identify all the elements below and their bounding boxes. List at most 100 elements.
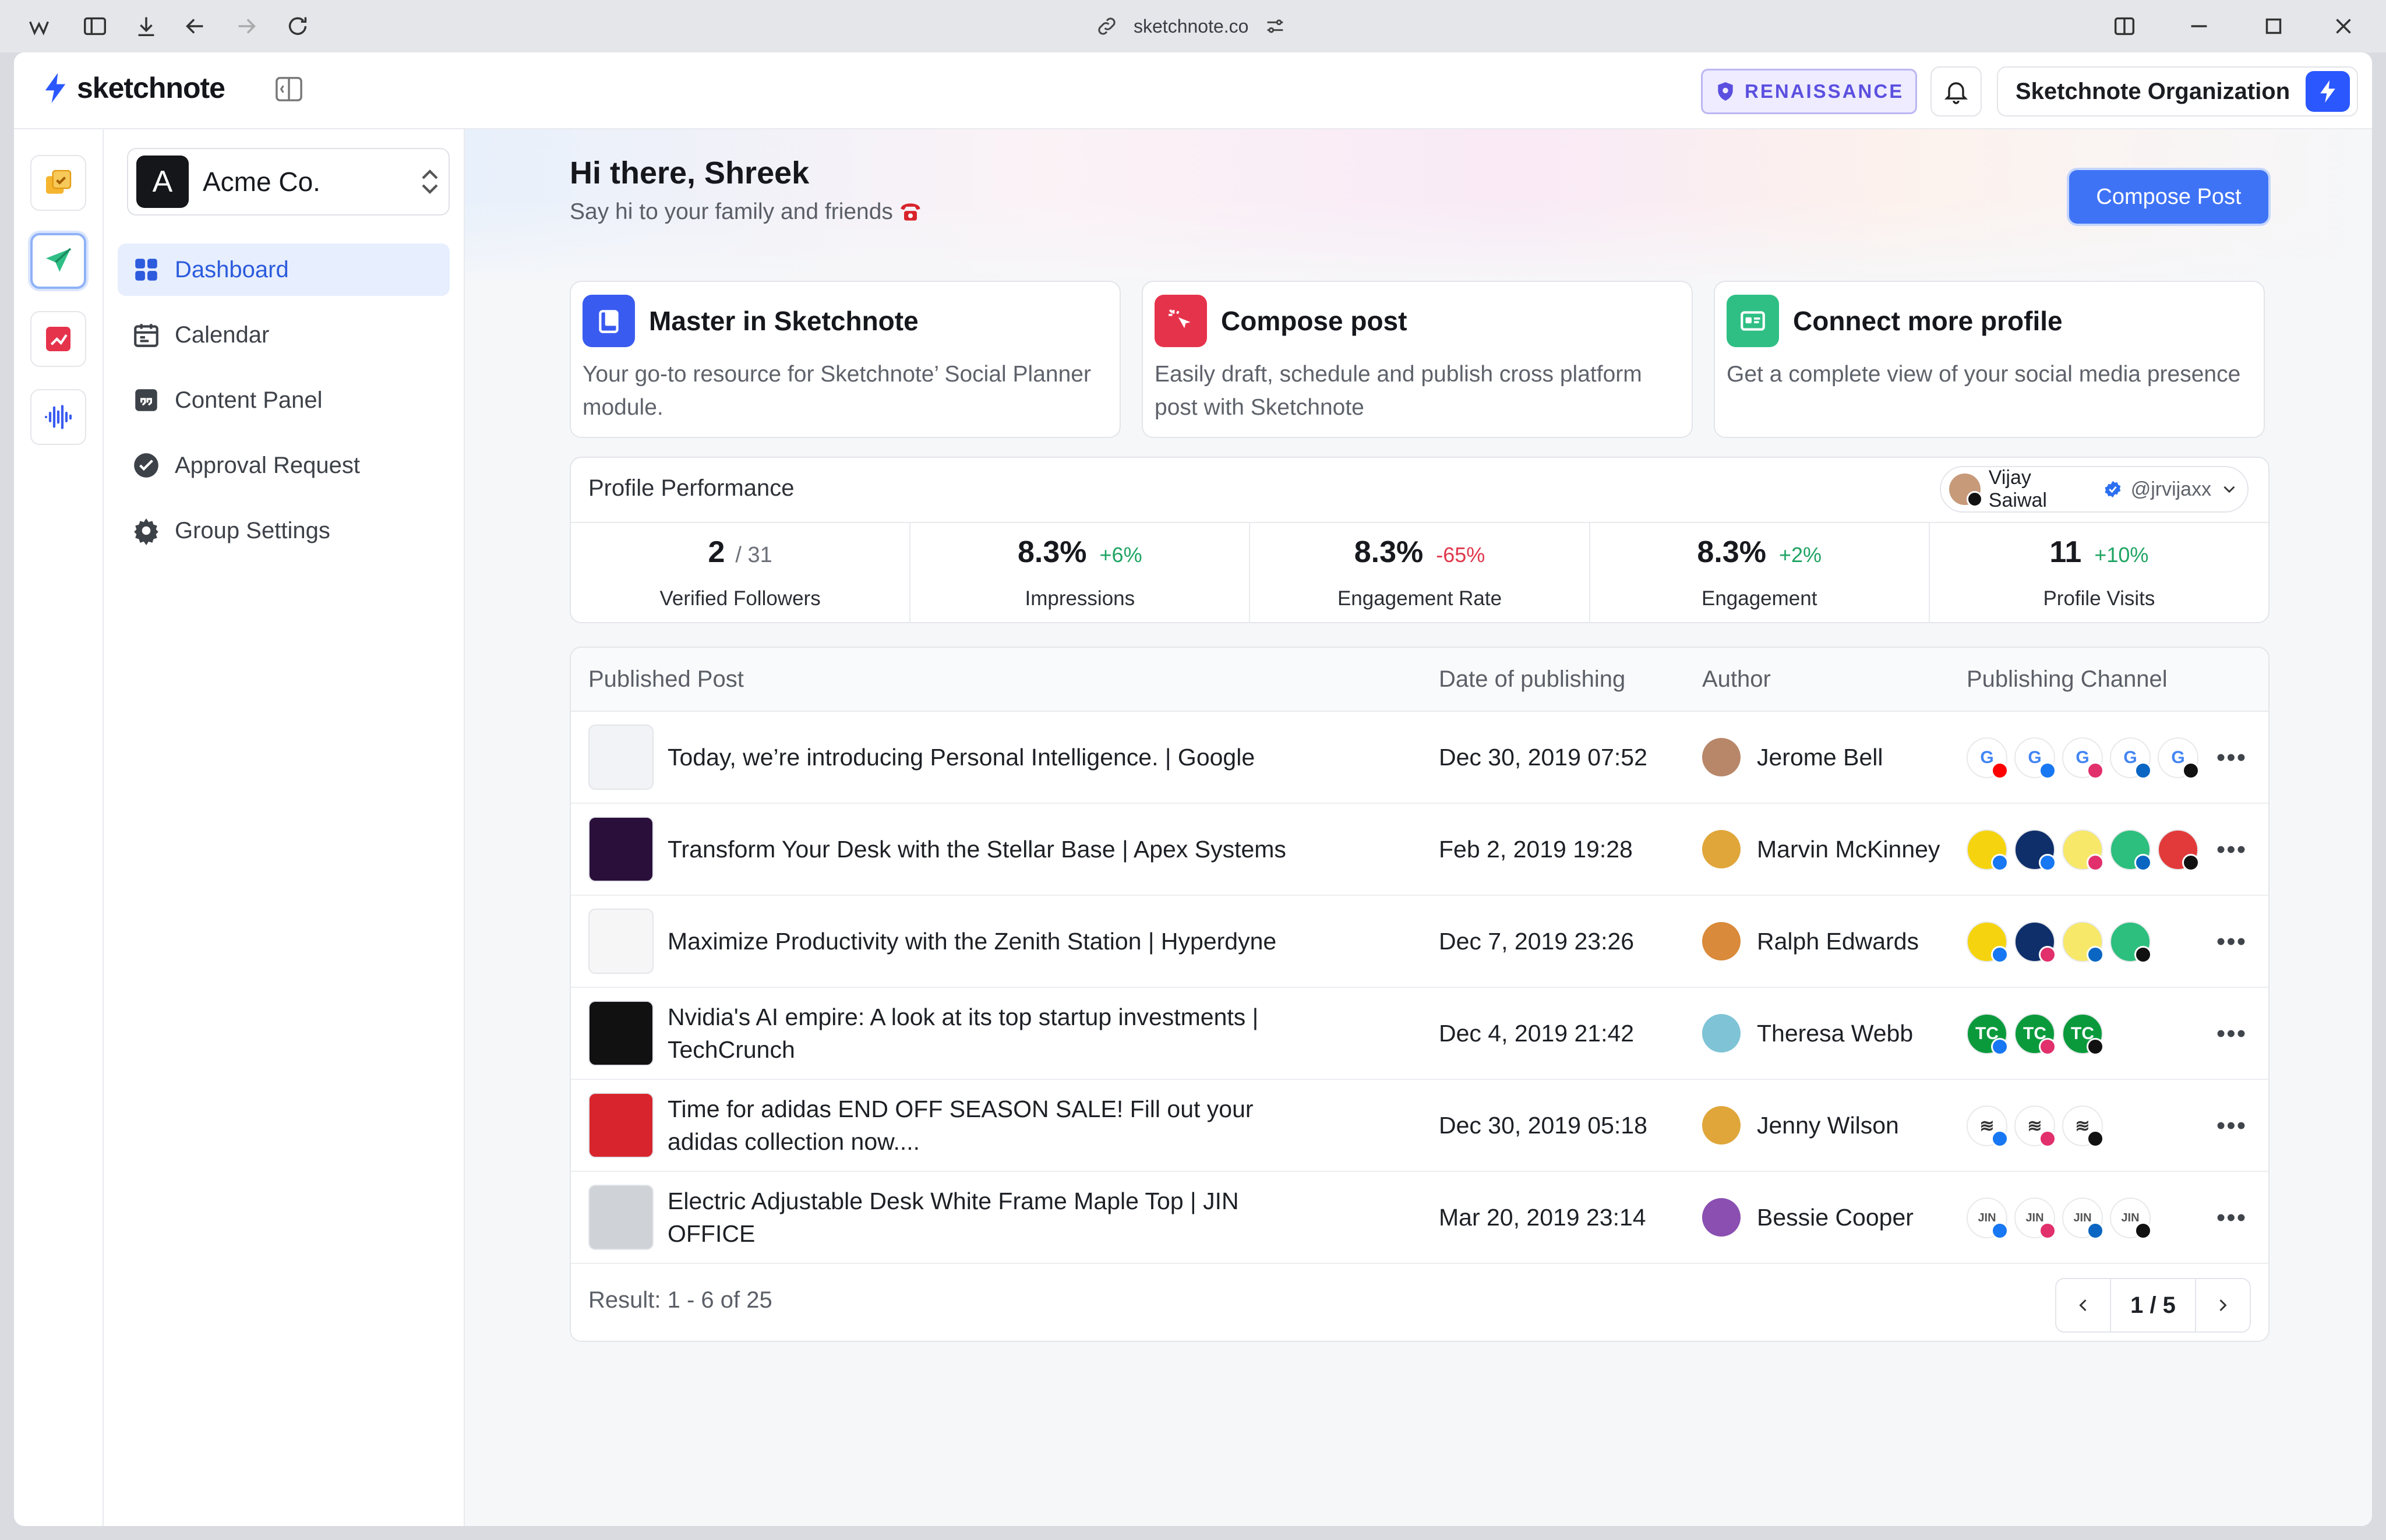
browser-logo-icon[interactable] [26,13,52,40]
channel-account-avatar[interactable] [2014,829,2056,871]
rail-social-planner-button[interactable] [30,233,86,289]
stat-label: Engagement [1701,587,1817,610]
card-title: Master in Sketchnote [649,306,919,336]
post-title[interactable]: Maximize Productivity with the Zenith St… [668,928,1277,955]
post-thumbnail[interactable] [588,1185,654,1250]
reload-icon[interactable] [284,13,311,40]
channel-account-avatar[interactable]: G [2158,737,2200,779]
more-options-icon[interactable]: ••• [2216,1019,2247,1048]
post-thumbnail[interactable] [588,1001,654,1066]
address-bar[interactable]: sketchnote.co [1095,10,1287,42]
post-title[interactable]: Nvidia's AI empire: A look at its top st… [668,1004,1259,1063]
nav-item-calendar[interactable]: Calendar [118,309,450,361]
channel-account-avatar[interactable] [2110,921,2152,963]
publishing-channels [1967,829,2200,871]
cursor-click-icon [1155,295,1207,347]
app-header: sketchnote RENAISSANCE Sketchnote Organi… [14,52,2372,129]
stat-value: 8.3% [1697,535,1766,569]
prev-page-button[interactable] [2056,1279,2110,1331]
column-header-date[interactable]: Date of publishing [1439,666,1626,692]
more-options-icon[interactable]: ••• [2216,835,2247,864]
channel-account-avatar[interactable]: ≋ [2062,1105,2104,1147]
channel-account-avatar[interactable]: JIN [1967,1198,2009,1239]
table-row[interactable]: Electric Adjustable Desk White Frame Map… [571,1172,2268,1264]
channel-account-avatar[interactable]: G [2014,737,2056,779]
channel-account-avatar[interactable]: G [2062,737,2104,779]
channel-account-avatar[interactable] [2062,921,2104,963]
post-thumbnail[interactable] [588,817,654,882]
post-thumbnail[interactable] [588,725,654,790]
more-options-icon[interactable]: ••• [2216,1203,2247,1232]
nav-item-group-settings[interactable]: Group Settings [118,504,450,557]
table-row[interactable]: Maximize Productivity with the Zenith St… [571,896,2268,988]
nav-item-dashboard[interactable]: Dashboard [118,243,450,296]
column-header-author[interactable]: Author [1702,666,1771,692]
card-master-sketchnote[interactable]: Master in Sketchnote Your go-to resource… [570,281,1121,438]
post-thumbnail[interactable] [588,909,654,974]
back-icon[interactable] [182,13,209,40]
collapse-sidebar-icon[interactable] [274,76,304,103]
channel-account-avatar[interactable] [2014,921,2056,963]
minimize-icon[interactable] [2186,13,2212,40]
channel-account-avatar[interactable]: G [2110,737,2152,779]
brand-logo[interactable]: sketchnote [42,71,225,105]
publishing-channels: TC TC TC [1967,1013,2104,1055]
channel-account-avatar[interactable]: ≋ [1967,1105,2009,1147]
maximize-icon[interactable] [2260,13,2287,40]
close-window-icon[interactable] [2330,13,2357,40]
channel-brand-text: ≋ [2027,1116,2042,1136]
post-thumbnail[interactable] [588,1093,654,1158]
channel-account-avatar[interactable] [1967,921,2009,963]
rail-analytics-button[interactable] [30,311,86,367]
card-compose-post[interactable]: Compose post Easily draft, schedule and … [1142,281,1693,438]
more-options-icon[interactable]: ••• [2216,743,2247,772]
table-row[interactable]: Today, we’re introducing Personal Intell… [571,712,2268,804]
nav-item-approval-request[interactable]: Approval Request [118,439,450,492]
compose-post-button[interactable]: Compose Post [2069,170,2268,224]
table-row[interactable]: Transform Your Desk with the Stellar Bas… [571,804,2268,896]
rail-tasks-button[interactable] [30,155,86,211]
nav-item-content-panel[interactable]: Content Panel [118,374,450,426]
workspace-switcher[interactable]: A Acme Co. [127,148,450,216]
channel-account-avatar[interactable]: G [1967,737,2009,779]
plan-badge[interactable]: RENAISSANCE [1701,69,1918,114]
split-view-icon[interactable] [2111,13,2138,40]
channel-account-avatar[interactable] [2062,829,2104,871]
post-title[interactable]: Today, we’re introducing Personal Intell… [668,744,1255,771]
more-options-icon[interactable]: ••• [2216,1111,2247,1140]
link-icon [1098,17,1116,35]
column-header-post[interactable]: Published Post [588,666,744,692]
brand-name: sketchnote [77,72,225,104]
channel-account-avatar[interactable] [1967,829,2009,871]
greeting-subtitle-text: Say hi to your family and friends [570,199,893,224]
download-icon[interactable] [133,13,160,40]
site-settings-icon[interactable] [1263,15,1287,38]
post-title[interactable]: Electric Adjustable Desk White Frame Map… [668,1188,1239,1247]
card-connect-profile[interactable]: Connect more profile Get a complete view… [1714,281,2265,438]
channel-account-avatar[interactable]: TC [1967,1013,2009,1055]
channel-account-avatar[interactable]: ≋ [2014,1105,2056,1147]
post-title[interactable]: Time for adidas END OFF SEASON SALE! Fil… [668,1096,1254,1155]
next-page-button[interactable] [2196,1279,2250,1331]
table-row[interactable]: Time for adidas END OFF SEASON SALE! Fil… [571,1080,2268,1172]
table-row[interactable]: Nvidia's AI empire: A look at its top st… [571,988,2268,1080]
forward-icon[interactable] [233,13,260,40]
organization-switcher[interactable]: Sketchnote Organization [1997,66,2358,116]
channel-account-avatar[interactable]: JIN [2014,1198,2056,1239]
rail-audio-button[interactable] [30,389,86,445]
facebook-icon [1991,854,2009,871]
post-title[interactable]: Transform Your Desk with the Stellar Bas… [668,836,1286,863]
channel-account-avatar[interactable]: TC [2014,1013,2056,1055]
card-description: Your go-to resource for Sketchnote’ Soci… [583,362,1091,420]
more-options-icon[interactable]: ••• [2216,927,2247,956]
channel-account-avatar[interactable] [2158,829,2200,871]
channel-account-avatar[interactable]: JIN [2062,1198,2104,1239]
sidebar-toggle-icon[interactable] [82,13,108,40]
profile-selector[interactable]: Vijay Saiwal @jrvijaxx [1940,466,2249,513]
channel-account-avatar[interactable]: JIN [2110,1198,2152,1239]
stat-total: / 31 [735,543,772,567]
column-header-channel[interactable]: Publishing Channel [1967,666,2168,692]
channel-account-avatar[interactable] [2110,829,2152,871]
channel-account-avatar[interactable]: TC [2062,1013,2104,1055]
notifications-button[interactable] [1930,66,1982,116]
